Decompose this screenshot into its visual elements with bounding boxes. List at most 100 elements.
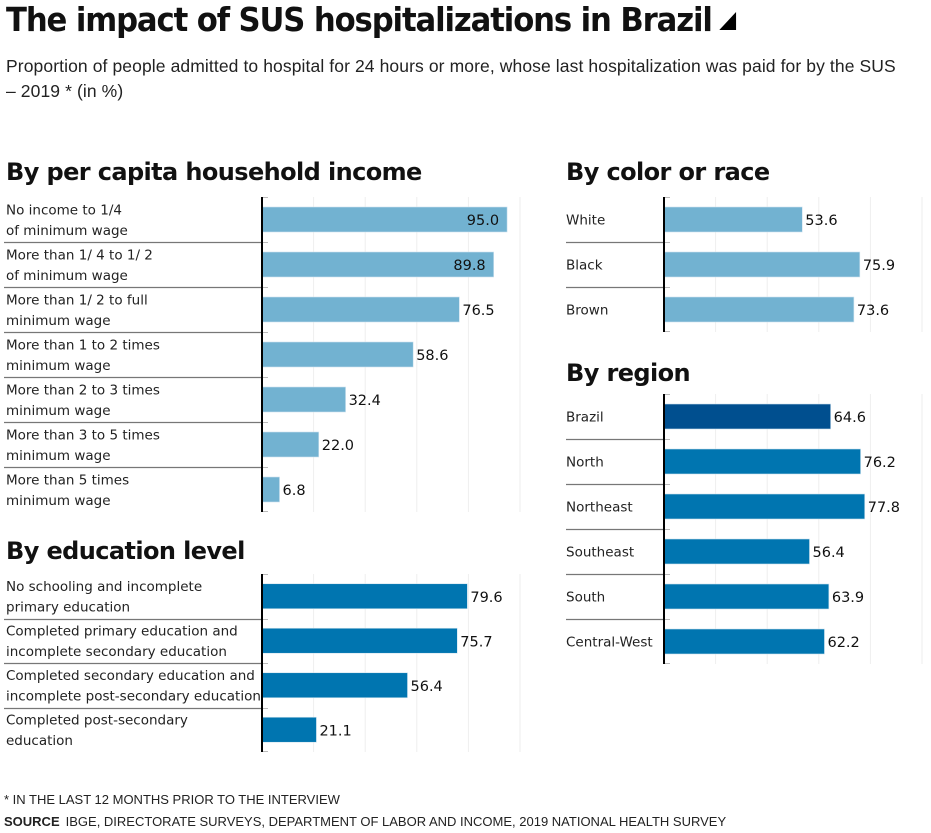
region-section-title: By region xyxy=(566,359,691,387)
chart-title: The impact of SUS hospitalizations in Br… xyxy=(6,0,736,40)
income-value-label: 89.8 xyxy=(453,258,485,274)
region-value-label: 63.9 xyxy=(832,590,864,606)
income-category-label: More than 1 to 2 times minimum wage xyxy=(6,337,160,374)
chart-subtitle: Proportion of people admitted to hospita… xyxy=(6,56,896,101)
income-bar xyxy=(261,341,414,368)
income-category-label-line: More than 1/ 2 to full xyxy=(6,292,148,308)
education-value-label: 75.7 xyxy=(460,634,492,650)
education-category-label: No schooling and incomplete primary educa… xyxy=(6,579,202,616)
region-bar xyxy=(663,628,825,655)
region-value-label: 76.2 xyxy=(864,455,896,471)
region-category-label-line: Southeast xyxy=(566,545,634,561)
region-bar xyxy=(663,403,831,430)
region-category-label: South xyxy=(566,590,605,606)
education-category-label: Completed primary education and incomplet… xyxy=(6,624,238,661)
region-chart-svg: 64.6 Brazil 76.2 North 77.8 Northeast 56.4 Sout… xyxy=(566,394,923,664)
race-bar xyxy=(663,296,855,323)
income-chart-svg: 95.0 No income to 1/4 of minimum wage 89.8 M… xyxy=(4,197,521,512)
income-category-label-line: More than 1/ 4 to 1/ 2 xyxy=(6,247,153,263)
education-category-label-line: education xyxy=(6,733,73,749)
region-bar xyxy=(663,538,810,565)
race-category-label-line: Black xyxy=(566,258,603,274)
education-category-label-line: primary education xyxy=(6,600,130,616)
income-bar xyxy=(261,206,508,233)
income-category-label: No income to 1/4 of minimum wage xyxy=(6,202,128,239)
source-label: SOURCE xyxy=(4,814,60,829)
education-category-label: Completed post-secondary education xyxy=(6,713,188,750)
income-value-label: 22.0 xyxy=(322,438,354,454)
race-category-label: Brown xyxy=(566,303,608,319)
income-bar xyxy=(261,251,494,278)
race-chart-svg: 53.6 White 75.9 Black 73.6 Brown xyxy=(566,197,923,332)
income-category-label-line: More than 3 to 5 times xyxy=(6,427,160,443)
region-category-label: Brazil xyxy=(566,410,604,426)
region-category-label: North xyxy=(566,455,604,471)
education-chart-svg: 79.6 No schooling and incomplete primary e… xyxy=(4,574,521,752)
income-category-label: More than 5 times minimum wage xyxy=(6,472,129,509)
income-value-label: 58.6 xyxy=(416,348,448,364)
region-value-label: 62.2 xyxy=(827,635,859,651)
race-category-label-line: Brown xyxy=(566,303,608,319)
chart-title-text: The impact of SUS hospitalizations in Br… xyxy=(6,0,713,39)
region-bar xyxy=(663,583,830,610)
education-category-label-line: incomplete post-secondary education xyxy=(6,689,261,705)
education-value-label: 21.1 xyxy=(319,723,351,739)
education-category-label-line: Completed primary education and xyxy=(6,624,238,640)
education-value-label: 79.6 xyxy=(470,590,502,606)
race-category-label: White xyxy=(566,213,605,229)
race-value-label: 73.6 xyxy=(857,303,889,319)
education-category-label-line: No schooling and incomplete xyxy=(6,579,202,595)
income-category-label: More than 1/ 2 to full minimum wage xyxy=(6,292,148,329)
source-text: IBGE, DIRECTORATE SURVEYS, DEPARTMENT OF… xyxy=(65,814,727,829)
race-category-label-line: White xyxy=(566,213,605,229)
income-bar xyxy=(261,386,346,413)
income-category-label-line: minimum wage xyxy=(6,403,111,419)
income-category-label: More than 2 to 3 times minimum wage xyxy=(6,382,160,419)
income-value-label: 76.5 xyxy=(462,303,494,319)
education-bar xyxy=(261,716,317,743)
region-category-label-line: Central-West xyxy=(566,635,653,651)
education-category-label-line: Completed post-secondary xyxy=(6,713,188,729)
income-category-label: More than 1/ 4 to 1/ 2 of minimum wage xyxy=(6,247,153,284)
income-value-label: 32.4 xyxy=(349,393,381,409)
income-category-label-line: of minimum wage xyxy=(6,268,128,284)
income-category-label: More than 3 to 5 times minimum wage xyxy=(6,427,160,464)
region-value-label: 56.4 xyxy=(813,545,845,561)
income-category-label-line: minimum wage xyxy=(6,448,111,464)
income-section-title: By per capita household income xyxy=(6,158,422,186)
education-category-label-line: incomplete secondary education xyxy=(6,644,227,660)
region-category-label: Central-West xyxy=(566,635,653,651)
footnote: * IN THE LAST 12 MONTHS PRIOR TO THE INT… xyxy=(4,792,340,807)
income-category-label-line: minimum wage xyxy=(6,493,111,509)
education-bar xyxy=(261,672,408,699)
education-value-label: 56.4 xyxy=(411,679,443,695)
region-category-label: Southeast xyxy=(566,545,634,561)
education-category-label-line: Completed secondary education and xyxy=(6,668,255,684)
income-category-label-line: More than 2 to 3 times xyxy=(6,382,160,398)
income-category-label-line: minimum wage xyxy=(6,358,111,374)
race-value-label: 75.9 xyxy=(863,258,895,274)
education-section-title: By education level xyxy=(6,537,245,565)
region-bar xyxy=(663,493,866,520)
income-value-label: 95.0 xyxy=(467,213,499,229)
income-category-label-line: More than 5 times xyxy=(6,472,129,488)
region-value-label: 64.6 xyxy=(834,410,866,426)
triangle-marker-icon xyxy=(719,12,736,30)
region-category-label-line: South xyxy=(566,590,605,606)
race-section-title: By color or race xyxy=(566,158,770,186)
race-bar xyxy=(663,251,861,278)
income-value-label: 6.8 xyxy=(283,483,306,499)
region-category-label-line: Northeast xyxy=(566,500,633,516)
income-category-label-line: minimum wage xyxy=(6,313,111,329)
region-category-label-line: North xyxy=(566,455,604,471)
region-category-label: Northeast xyxy=(566,500,633,516)
education-category-label: Completed secondary education and incompl… xyxy=(6,668,261,705)
income-category-label-line: No income to 1/4 xyxy=(6,202,122,218)
source-line: SOURCE IBGE, DIRECTORATE SURVEYS, DEPARTM… xyxy=(4,814,726,829)
region-value-label: 77.8 xyxy=(868,500,900,516)
income-category-label-line: of minimum wage xyxy=(6,223,128,239)
income-category-label-line: More than 1 to 2 times xyxy=(6,337,160,353)
race-bar xyxy=(663,206,803,233)
region-category-label-line: Brazil xyxy=(566,410,604,426)
region-bar xyxy=(663,448,861,475)
